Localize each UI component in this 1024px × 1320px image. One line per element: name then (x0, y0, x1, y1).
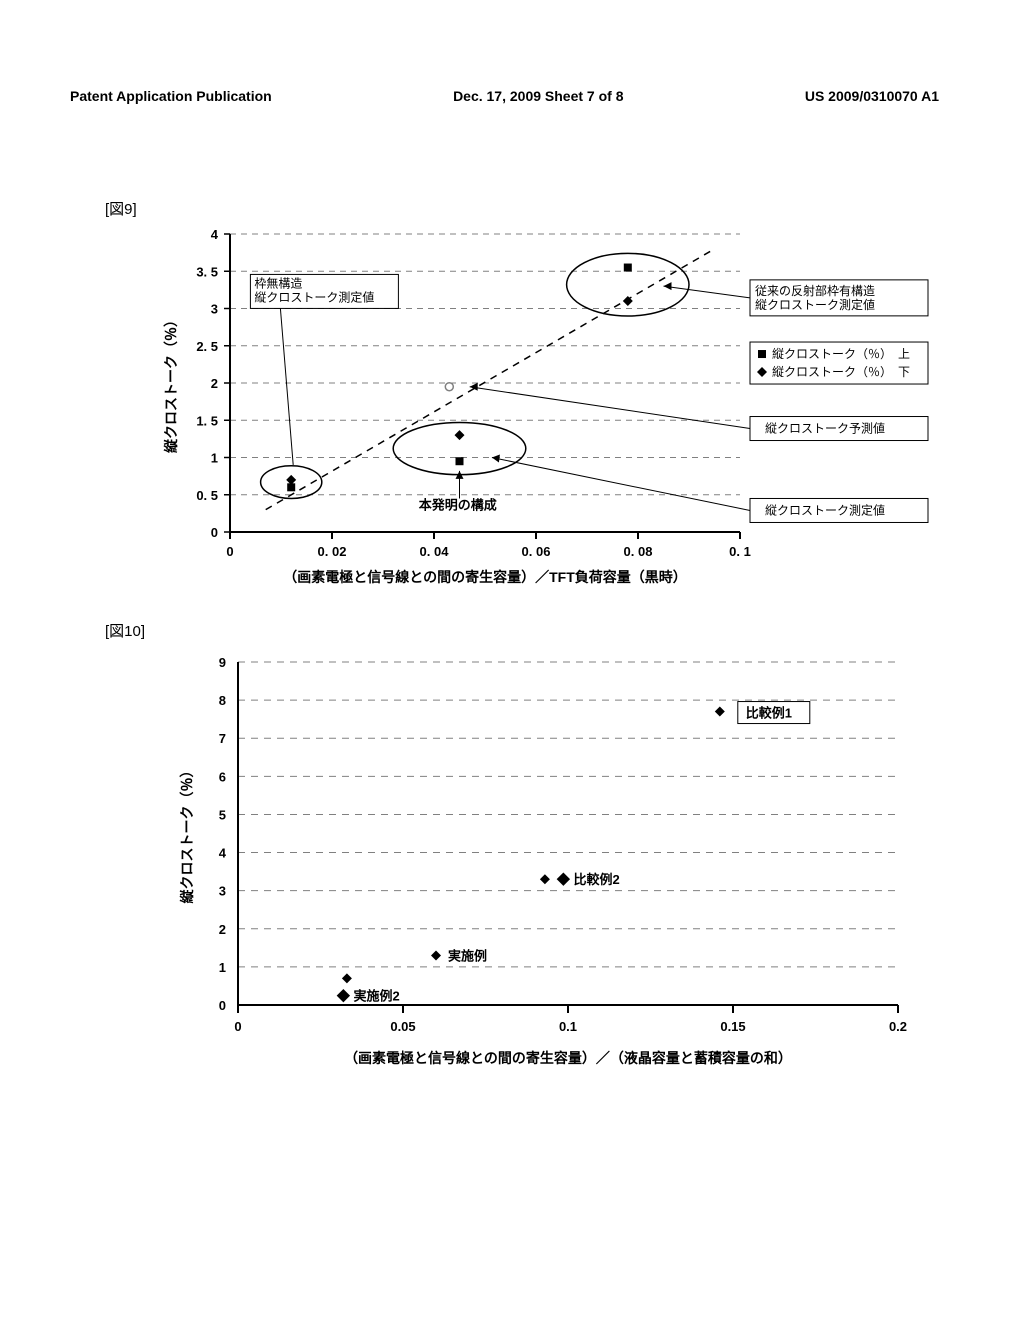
svg-text:0.1: 0.1 (559, 1019, 577, 1034)
svg-text:2: 2 (211, 376, 218, 391)
svg-text:1: 1 (219, 960, 226, 975)
svg-text:縦クロストーク（％） 上: 縦クロストーク（％） 上 (772, 347, 910, 361)
svg-text:縦クロストーク（％） 下: 縦クロストーク（％） 下 (772, 365, 910, 379)
svg-text:実施例: 実施例 (448, 948, 487, 963)
svg-text:従来の反射部枠有構造: 従来の反射部枠有構造 (755, 283, 875, 298)
svg-text:6: 6 (219, 769, 226, 784)
svg-text:0.15: 0.15 (720, 1019, 745, 1034)
svg-text:9: 9 (219, 655, 226, 670)
svg-text:縦クロストーク予測値: 縦クロストーク予測値 (765, 421, 885, 436)
svg-text:縦クロストーク測定値: 縦クロストーク測定値 (765, 502, 885, 517)
svg-text:0. 1: 0. 1 (729, 544, 751, 559)
svg-text:2. 5: 2. 5 (196, 339, 218, 354)
svg-text:0. 08: 0. 08 (624, 544, 653, 559)
svg-text:0.05: 0.05 (390, 1019, 415, 1034)
svg-text:縦クロストーク（％）: 縦クロストーク（％） (179, 764, 195, 904)
svg-text:（画素電極と信号線との間の寄生容量）／TFT負荷容量（黒時）: （画素電極と信号線との間の寄生容量）／TFT負荷容量（黒時） (283, 569, 687, 585)
svg-text:3: 3 (219, 884, 226, 899)
svg-text:0: 0 (211, 525, 218, 540)
svg-text:◆ 比較例2: ◆ 比較例2 (556, 872, 620, 887)
figure-10-label: [図10] (105, 620, 145, 641)
svg-text:0: 0 (219, 998, 226, 1013)
svg-text:4: 4 (219, 846, 227, 861)
svg-text:比較例1: 比較例1 (746, 706, 792, 721)
svg-text:（画素電極と信号線との間の寄生容量）／（液晶容量と蓄積容量の: （画素電極と信号線との間の寄生容量）／（液晶容量と蓄積容量の和） (344, 1050, 792, 1066)
svg-text:0. 02: 0. 02 (318, 544, 347, 559)
figure-9-chart: 0 0. 02 0. 04 0. 06 0. 08 0. 1 0 0. 5 1 1. 5 2 2. 5… (160, 222, 940, 602)
page-header: Patent Application Publication Dec. 17, … (70, 88, 939, 104)
header-center: Dec. 17, 2009 Sheet 7 of 8 (453, 88, 623, 104)
svg-text:3: 3 (211, 302, 218, 317)
svg-text:縦クロストーク測定値: 縦クロストーク測定値 (254, 289, 374, 304)
header-left: Patent Application Publication (70, 88, 272, 104)
svg-text:4: 4 (211, 227, 219, 242)
figure-9-label: [図9] (105, 198, 137, 219)
svg-text:0.2: 0.2 (889, 1019, 907, 1034)
svg-text:縦クロストーク（％）: 縦クロストーク（％） (163, 313, 179, 453)
svg-text:8: 8 (219, 693, 226, 708)
svg-text:1. 5: 1. 5 (196, 413, 218, 428)
header-right: US 2009/0310070 A1 (805, 88, 939, 104)
svg-text:2: 2 (219, 922, 226, 937)
svg-text:1: 1 (211, 451, 218, 466)
svg-text:◆ 実施例2: ◆ 実施例2 (336, 988, 400, 1003)
svg-text:7: 7 (219, 731, 226, 746)
svg-text:0. 5: 0. 5 (196, 488, 218, 503)
figure-10-chart: 0 0.05 0.1 0.15 0.2 0 1 2 3 4 5 6 7 8 9 （画素電極と信号線との間の寄生… (178, 650, 918, 1080)
svg-text:5: 5 (219, 807, 226, 822)
svg-text:縦クロストーク測定値: 縦クロストーク測定値 (755, 297, 875, 312)
svg-text:0. 06: 0. 06 (522, 544, 551, 559)
svg-text:0: 0 (226, 544, 233, 559)
svg-text:3. 5: 3. 5 (196, 264, 218, 279)
svg-text:0: 0 (234, 1019, 241, 1034)
svg-text:枠無構造: 枠無構造 (254, 275, 302, 290)
svg-text:本発明の構成: 本発明の構成 (419, 498, 497, 513)
svg-text:0. 04: 0. 04 (420, 544, 450, 559)
